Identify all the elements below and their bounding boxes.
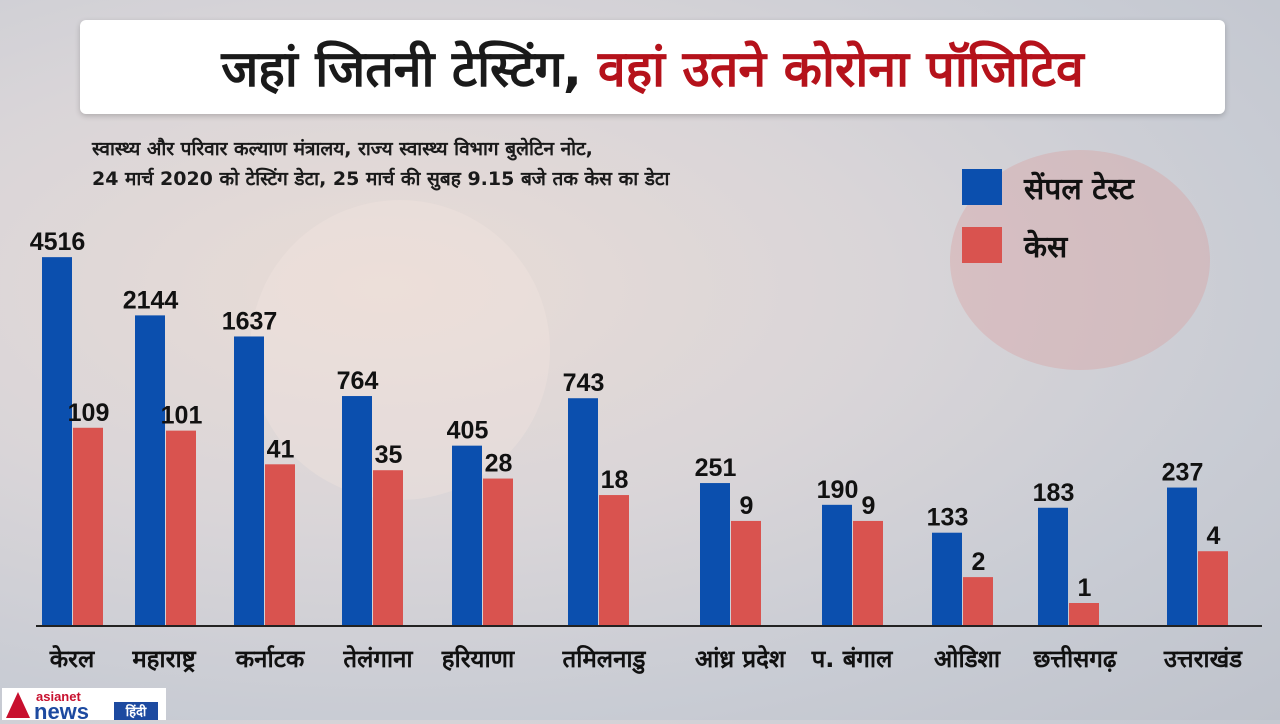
data-label: 2144: [123, 286, 179, 314]
svg-text:news: news: [34, 699, 89, 720]
svg-text:हिंदी: हिंदी: [125, 703, 147, 720]
data-label: 9: [862, 492, 876, 520]
bar-cases: [1198, 551, 1228, 625]
title-part2: वहां उतने कोरोना पॉजिटिव: [597, 40, 1084, 98]
bar-cases: [483, 478, 513, 625]
bar-tests: [932, 532, 962, 625]
svg-text:asianet: asianet: [36, 689, 81, 704]
data-label: 1637: [222, 307, 278, 335]
data-label: 101: [161, 402, 203, 430]
data-label: 18: [601, 466, 629, 494]
title-part1: जहां जितनी टेस्टिंग,: [221, 40, 582, 98]
subtitle: स्वास्थ्य और परिवार कल्याण मंत्रालय, राज…: [92, 134, 669, 194]
asianet-news-logo: asianet news हिंदी: [2, 688, 166, 724]
bar-cases: [166, 430, 196, 625]
legend-item-cases: केस: [962, 216, 1134, 274]
data-label: 237: [1162, 459, 1204, 487]
bar-cases: [373, 470, 403, 625]
legend-swatch: [962, 169, 1002, 205]
bar-tests: [452, 445, 482, 625]
data-label: 109: [68, 399, 110, 427]
background-blob: [250, 200, 550, 500]
data-label: 764: [337, 367, 379, 395]
category-label: महाराष्ट्र: [132, 645, 196, 673]
bar-cases: [265, 464, 295, 625]
data-label: 743: [563, 369, 605, 397]
bar-tests: [1167, 487, 1197, 625]
category-label: कर्नाटक: [235, 645, 305, 673]
data-label: 9: [740, 492, 754, 520]
category-label: प. बंगाल: [811, 645, 893, 673]
category-label: तमिलनाडु: [562, 645, 646, 673]
bar-tests: [568, 398, 598, 625]
bar-tests: [234, 336, 264, 625]
data-label: 190: [817, 476, 859, 504]
data-label: 2: [972, 548, 986, 576]
category-label: आंध्र प्रदेश: [694, 645, 786, 673]
category-label: ओडिशा: [933, 645, 1001, 673]
bar-tests: [42, 257, 72, 625]
category-label: उत्तराखंड: [1163, 645, 1243, 673]
data-label: 183: [1033, 479, 1075, 507]
data-label: 133: [927, 504, 969, 532]
legend-label: सेंपल टेस्ट: [1024, 171, 1135, 207]
subtitle-line1: स्वास्थ्य और परिवार कल्याण मंत्रालय, राज…: [92, 138, 593, 160]
data-label: 405: [447, 417, 489, 445]
subtitle-line2: 24 मार्च 2020 को टेस्टिंग डेटा, 25 मार्च…: [92, 168, 670, 190]
bar-cases: [73, 427, 103, 625]
legend: सेंपल टेस्ट केस: [962, 158, 1134, 274]
category-label: तेलंगाना: [343, 645, 413, 673]
bar-cases: [963, 577, 993, 625]
page-title: जहां जितनी टेस्टिंग, वहां उतने कोरोना पॉ…: [80, 20, 1225, 114]
category-label: छत्तीसगढ़: [1033, 645, 1117, 673]
data-label: 41: [267, 435, 295, 463]
data-label: 4516: [30, 228, 86, 256]
data-label: 35: [375, 441, 403, 469]
data-label: 4: [1207, 522, 1221, 550]
legend-label: केस: [1024, 229, 1068, 265]
data-label: 1: [1078, 574, 1092, 602]
category-label: केरल: [49, 645, 95, 673]
bar-tests: [135, 315, 165, 625]
data-label: 251: [695, 454, 737, 482]
bar-tests: [1038, 507, 1068, 625]
bar-tests: [822, 504, 852, 625]
bar-tests: [700, 483, 730, 625]
logo-graphic: asianet news हिंदी: [6, 689, 158, 724]
bar-cases: [731, 520, 761, 625]
bar-cases: [1069, 603, 1099, 625]
legend-item-tests: सेंपल टेस्ट: [962, 158, 1134, 216]
category-label: हरियाणा: [441, 645, 515, 673]
legend-swatch: [962, 227, 1002, 263]
bar-tests: [342, 396, 372, 625]
data-label: 28: [485, 450, 513, 478]
bar-cases: [853, 520, 883, 625]
bar-cases: [599, 495, 629, 625]
